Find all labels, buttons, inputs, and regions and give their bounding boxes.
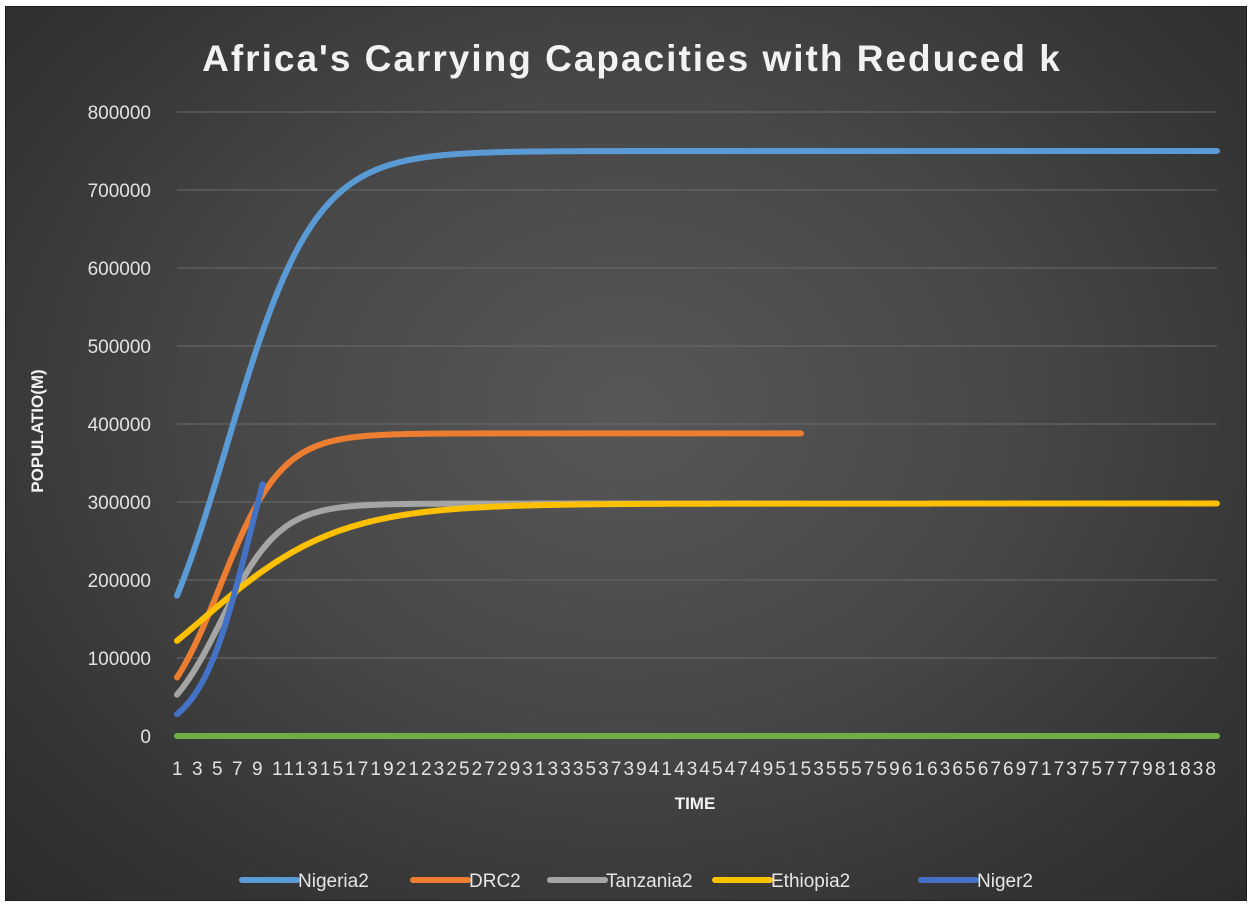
gridlines	[177, 111, 1217, 659]
chart-title: Africa's Carrying Capacities with Reduce…	[202, 38, 1062, 79]
y-tick-label: 600000	[88, 259, 151, 280]
series-lines	[174, 148, 1220, 739]
y-tick-label: 400000	[88, 415, 151, 436]
y-axis-tick-labels: 0 100000 200000 300000 400000 500000 600000 700…	[88, 103, 151, 748]
legend-label-niger2: Niger2	[977, 871, 1033, 892]
y-tick-label: 700000	[88, 181, 151, 202]
chart-area: Africa's Carrying Capacities with Reduce…	[5, 6, 1247, 901]
x-axis-title: TIME	[675, 794, 716, 813]
y-tick-label: 200000	[88, 571, 151, 592]
series-line-tanzania2	[174, 500, 804, 698]
y-tick-label: 300000	[88, 493, 151, 514]
series-line-niger2	[174, 481, 266, 718]
y-axis-title: POPULATIO(M)	[28, 369, 47, 492]
legend-label-nigeria2: Nigeria2	[298, 871, 369, 892]
series-line-ethiopia2	[174, 500, 1220, 644]
legend: Nigeria2 DRC2 Tanzania2 Ethiopia2 Niger2	[239, 871, 1033, 892]
line-chart: Africa's Carrying Capacities with Reduce…	[28, 38, 1220, 892]
series-line-drc2	[174, 430, 804, 681]
legend-label-ethiopia2: Ethiopia2	[771, 871, 850, 892]
y-tick-label: 800000	[88, 103, 151, 124]
y-tick-label: 100000	[88, 649, 151, 670]
x-axis-tick-labels: 1 3 5 7 9 111315171921232527293133353739…	[172, 759, 1216, 780]
series-line-nigeria2	[174, 148, 1220, 599]
legend-label-tanzania2: Tanzania2	[606, 871, 693, 892]
legend-label-drc2: DRC2	[469, 871, 521, 892]
y-tick-label: 0	[140, 727, 151, 748]
y-tick-label: 500000	[88, 337, 151, 358]
